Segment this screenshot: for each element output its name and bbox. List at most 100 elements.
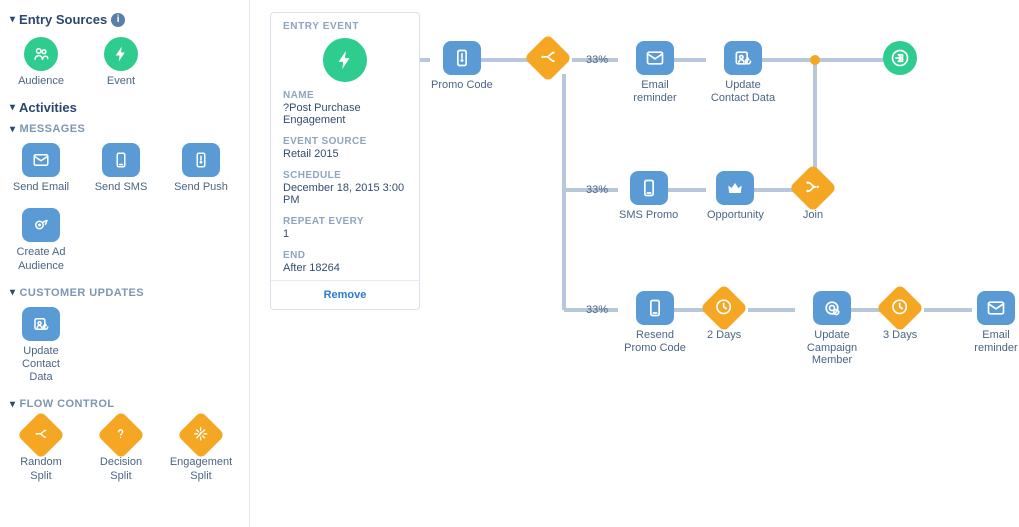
flow-node-split[interactable] (531, 41, 565, 75)
people-icon (24, 37, 58, 71)
field-key: EVENT SOURCE (283, 136, 407, 147)
field-value: December 18, 2015 3:00 PM (283, 182, 407, 206)
flow-node-label: Join (803, 209, 823, 222)
palette-item-send-push[interactable]: Send Push (172, 143, 230, 194)
flow-node-label: 3 Days (883, 329, 917, 342)
palette-item-update-contact[interactable]: Update Contact Data (12, 307, 70, 385)
palette-item-send-sms[interactable]: Send SMS (92, 143, 150, 194)
flow-node-exit[interactable] (883, 41, 917, 75)
field-value: Retail 2015 (283, 148, 407, 160)
flow-node-join[interactable]: Join (796, 171, 830, 222)
subsection-title: CUSTOMER UPDATES (19, 287, 144, 299)
subsection-title: MESSAGES (19, 123, 85, 135)
section-entry-sources[interactable]: ▾ Entry Sources i (10, 12, 239, 27)
mail-icon (22, 143, 60, 177)
field-key: REPEAT EVERY (283, 216, 407, 227)
flow-node-label: Resend Promo Code (619, 329, 691, 354)
flow-node-label: Email reminder (619, 79, 691, 104)
phone-alert-icon (443, 41, 481, 75)
palette-item-label: Send SMS (95, 181, 148, 194)
split-percent-label: 33% (586, 184, 608, 196)
contact-update-icon (22, 307, 60, 341)
flow-node-wait2[interactable]: 2 Days (707, 291, 741, 342)
clock-icon (700, 284, 748, 332)
phone-icon (630, 171, 668, 205)
mail-icon (977, 291, 1015, 325)
field-key: END (283, 250, 407, 261)
subsection-customer-updates[interactable]: ▾ CUSTOMER UPDATES (10, 287, 239, 299)
flow-node-label: Email reminder (973, 329, 1019, 354)
palette-item-label: Send Email (13, 181, 69, 194)
flow-node-email1[interactable]: Email reminder (619, 41, 691, 104)
remove-button[interactable]: Remove (271, 280, 419, 309)
palette-item-random-split[interactable]: Random Split (12, 418, 70, 482)
chevron-down-icon: ▾ (10, 102, 15, 113)
flow-node-wait3[interactable]: 3 Days (883, 291, 917, 342)
exit-icon (883, 41, 917, 75)
sidebar: ▾ Entry Sources i Audience Event ▾ Activi… (0, 0, 250, 527)
field-key: NAME (283, 90, 407, 101)
section-title: Activities (19, 100, 77, 115)
section-title: Entry Sources (19, 12, 107, 27)
chevron-down-icon: ▾ (10, 399, 15, 410)
info-icon[interactable]: i (111, 13, 125, 27)
field-value: After 18264 (283, 262, 407, 274)
subsection-title: FLOW CONTROL (19, 398, 114, 410)
palette-item-label: Create Ad Audience (12, 246, 70, 272)
flow-node-label: Update Campaign Member (796, 329, 868, 367)
split-icon (17, 411, 65, 459)
target-icon (22, 208, 60, 242)
field-key: SCHEDULE (283, 170, 407, 181)
phone-alert-icon (182, 143, 220, 177)
palette-item-decision-split[interactable]: Decision Split (92, 418, 150, 482)
palette-item-label: Random Split (12, 456, 70, 482)
palette-item-engagement-split[interactable]: Engagement Split (172, 418, 230, 482)
flow-node-promo[interactable]: Promo Code (431, 41, 493, 92)
palette-item-label: Audience (18, 75, 64, 88)
flow-node-sms[interactable]: SMS Promo (619, 171, 678, 222)
palette-item-create-ad[interactable]: Create Ad Audience (12, 208, 70, 272)
palette-item-label: Event (107, 75, 135, 88)
bolt-icon (104, 37, 138, 71)
chevron-down-icon: ▾ (10, 14, 15, 25)
flow-node-label: 2 Days (707, 329, 741, 342)
flow-node-opportunity[interactable]: Opportunity (707, 171, 764, 222)
section-activities[interactable]: ▾ Activities (10, 100, 239, 115)
join-dot (810, 55, 820, 65)
palette-item-label: Update Contact Data (12, 345, 70, 385)
palette-messages: Send Email Send SMS Send Push Create Ad Aud… (10, 137, 239, 279)
palette-customer-updates: Update Contact Data (10, 301, 239, 391)
join-icon (789, 164, 837, 212)
flow-node-update_camp[interactable]: Update Campaign Member (796, 291, 868, 367)
phone-icon (636, 291, 674, 325)
chevron-down-icon: ▾ (10, 287, 15, 298)
clock-icon (876, 284, 924, 332)
split-percent-label: 33% (586, 54, 608, 66)
flow-node-label: Update Contact Data (707, 79, 779, 104)
entry-event-card[interactable]: ENTRY EVENT NAME ?Post Purchase Engageme… (270, 12, 420, 310)
split-percent-label: 33% (586, 304, 608, 316)
subsection-messages[interactable]: ▾ MESSAGES (10, 123, 239, 135)
journey-canvas[interactable]: ENTRY EVENT NAME ?Post Purchase Engageme… (250, 0, 1019, 527)
phone-icon (102, 143, 140, 177)
flow-node-update1[interactable]: Update Contact Data (707, 41, 779, 104)
spark-icon (177, 411, 225, 459)
palette-item-label: Decision Split (92, 456, 150, 482)
palette-item-send-email[interactable]: Send Email (12, 143, 70, 194)
card-header: ENTRY EVENT (271, 13, 419, 32)
question-icon (97, 411, 145, 459)
mail-icon (636, 41, 674, 75)
flow-node-email2[interactable]: Email reminder (973, 291, 1019, 354)
field-value: 1 (283, 228, 407, 240)
chevron-down-icon: ▾ (10, 124, 15, 135)
flow-node-label: Promo Code (431, 79, 493, 92)
subsection-flow-control[interactable]: ▾ FLOW CONTROL (10, 398, 239, 410)
flow-node-label: SMS Promo (619, 209, 678, 222)
palette-item-label: Send Push (174, 181, 228, 194)
bolt-icon (323, 38, 367, 82)
palette-item-event[interactable]: Event (92, 37, 150, 88)
flow-node-resend[interactable]: Resend Promo Code (619, 291, 691, 354)
crown-icon (716, 171, 754, 205)
palette-item-audience[interactable]: Audience (12, 37, 70, 88)
palette-entry-sources: Audience Event (10, 31, 239, 94)
